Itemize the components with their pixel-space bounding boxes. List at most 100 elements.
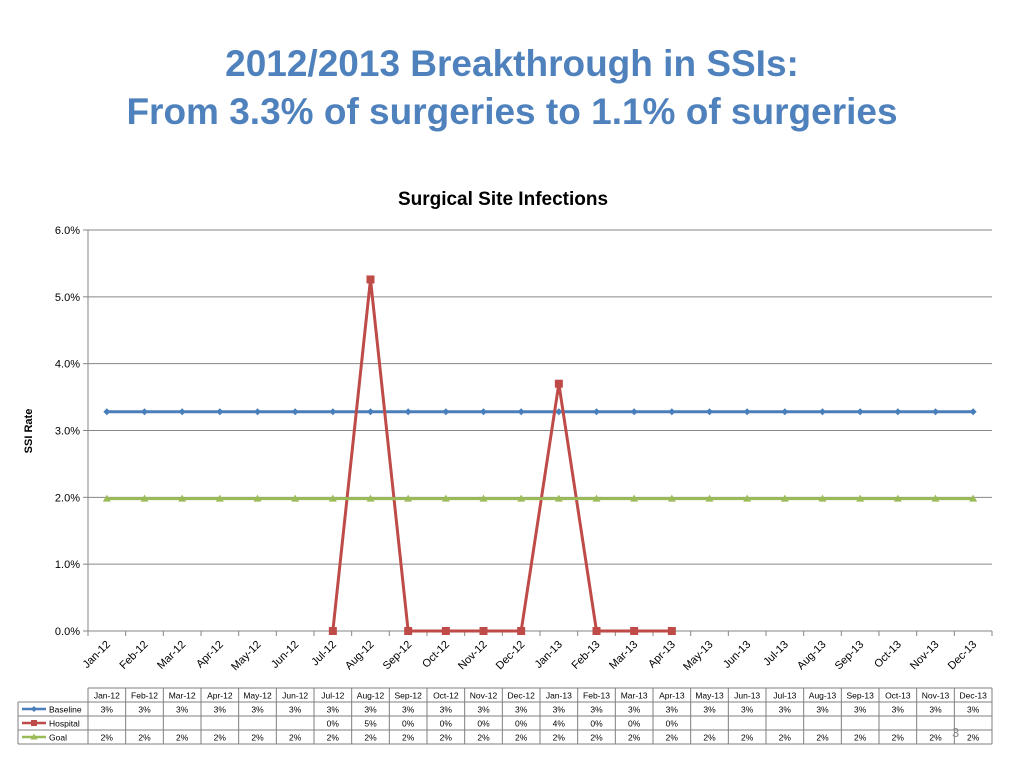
goal-point: [215, 494, 224, 502]
baseline-table-cell: 3%: [590, 705, 603, 715]
baseline-table-cell: 3%: [138, 705, 151, 715]
goal-point: [554, 494, 563, 502]
x-tick-label: Dec-12: [494, 639, 528, 673]
baseline-point: [743, 408, 751, 416]
baseline-table-cell: 3%: [628, 705, 641, 715]
baseline-table-cell: 3%: [327, 705, 340, 715]
baseline-point: [593, 408, 600, 416]
baseline-table-cell: 3%: [440, 705, 453, 715]
x-tick-label: Sep-12: [381, 639, 415, 673]
hospital-table-cell: 0%: [666, 719, 679, 729]
x-tick-label: Oct-12: [420, 639, 452, 671]
baseline-table-cell: 3%: [101, 705, 114, 715]
hospital-point: [479, 627, 488, 635]
baseline-table-cell: 3%: [929, 705, 942, 715]
goal-table-cell: 2%: [515, 733, 528, 743]
goal-legend-marker: [30, 733, 38, 740]
baseline-point: [894, 408, 902, 416]
table-header-cell: Jun-13: [734, 691, 760, 701]
hospital-point: [404, 627, 413, 635]
baseline-point: [367, 408, 374, 416]
chart-title: Surgical Site Infections: [398, 189, 608, 210]
y-tick-label: 0.0%: [55, 626, 80, 638]
goal-table-cell: 2%: [251, 733, 264, 743]
x-tick-label: Nov-12: [456, 639, 490, 673]
baseline-legend-marker: [31, 706, 37, 712]
x-tick-label: Aug-12: [343, 639, 377, 673]
goal-table-cell: 2%: [327, 733, 340, 743]
y-tick-label: 6.0%: [55, 225, 80, 237]
x-tick-label: Feb-12: [117, 639, 150, 672]
goal-table-cell: 2%: [214, 733, 227, 743]
goal-table-cell: 2%: [929, 733, 942, 743]
goal-point: [893, 494, 902, 502]
goal-table-cell: 2%: [101, 733, 114, 743]
table-header-cell: Sep-13: [846, 691, 874, 701]
baseline-point: [819, 408, 826, 416]
goal-point: [178, 494, 187, 502]
goal-table-cell: 2%: [703, 733, 716, 743]
table-header-cell: Oct-12: [433, 691, 459, 701]
y-tick-label: 3.0%: [55, 426, 80, 438]
baseline-table-cell: 3%: [892, 705, 905, 715]
x-tick-label: Mar-12: [155, 639, 188, 672]
baseline-point: [254, 408, 261, 416]
goal-row-label: Goal: [49, 733, 67, 743]
baseline-point: [178, 408, 186, 416]
baseline-table-cell: 3%: [741, 705, 754, 715]
baseline-table-cell: 3%: [364, 705, 377, 715]
baseline-point: [103, 408, 111, 416]
hospital-row-label: Hospital: [49, 719, 80, 729]
baseline-point: [781, 408, 789, 416]
goal-point: [140, 494, 149, 502]
x-tick-label: Feb-13: [569, 639, 602, 672]
y-tick-label: 4.0%: [55, 359, 80, 371]
slide-title-line-2: From 3.3% of surgeries to 1.1% of surger…: [126, 91, 898, 132]
hospital-table-cell: 0%: [327, 719, 340, 729]
y-tick-label: 2.0%: [55, 492, 80, 504]
x-tick-label: Jul-13: [761, 639, 791, 669]
goal-table-cell: 2%: [289, 733, 302, 743]
x-tick-label: Jan-12: [81, 639, 113, 671]
hospital-series-line: [331, 277, 672, 633]
baseline-table-cell: 3%: [967, 705, 980, 715]
table-header-cell: Jan-13: [546, 691, 572, 701]
goal-point: [743, 494, 752, 502]
hospital-table-cell: 4%: [553, 719, 566, 729]
goal-point: [818, 494, 827, 502]
table-header-cell: Dec-13: [959, 691, 987, 701]
baseline-point: [329, 408, 337, 416]
x-tick-label: Oct-13: [872, 639, 904, 671]
slide-title: 2012/2013 Breakthrough in SSIs: From 3.3…: [0, 40, 1024, 136]
hospital-table-cell: 0%: [477, 719, 490, 729]
hospital-point: [517, 627, 526, 635]
table-header-cell: Oct-13: [885, 691, 911, 701]
table-header-cell: Jan-12: [94, 691, 120, 701]
table-header-cell: Sep-12: [394, 691, 422, 701]
goal-point: [931, 494, 940, 502]
hospital-point: [630, 627, 639, 635]
baseline-point: [404, 408, 412, 416]
baseline-point: [517, 408, 525, 416]
goal-table-cell: 2%: [176, 733, 189, 743]
baseline-point: [932, 408, 939, 416]
hospital-point: [366, 275, 375, 284]
baseline-table-cell: 3%: [666, 705, 679, 715]
goal-point: [102, 494, 111, 502]
table-header-cell: May-13: [695, 691, 724, 701]
x-tick-label: Nov-13: [908, 639, 942, 673]
table-header-cell: Mar-13: [621, 691, 648, 701]
goal-table-cell: 2%: [816, 733, 829, 743]
hospital-point: [554, 379, 563, 388]
baseline-point: [706, 408, 713, 416]
baseline-point: [969, 408, 977, 416]
x-tick-label: Aug-13: [795, 639, 829, 673]
baseline-table-cell: 3%: [553, 705, 566, 715]
hospital-point: [328, 627, 337, 635]
table-header-cell: Feb-12: [131, 691, 158, 701]
baseline-table-cell: 3%: [703, 705, 716, 715]
goal-table-cell: 2%: [364, 733, 377, 743]
baseline-point: [630, 408, 638, 416]
baseline-point: [442, 408, 450, 416]
